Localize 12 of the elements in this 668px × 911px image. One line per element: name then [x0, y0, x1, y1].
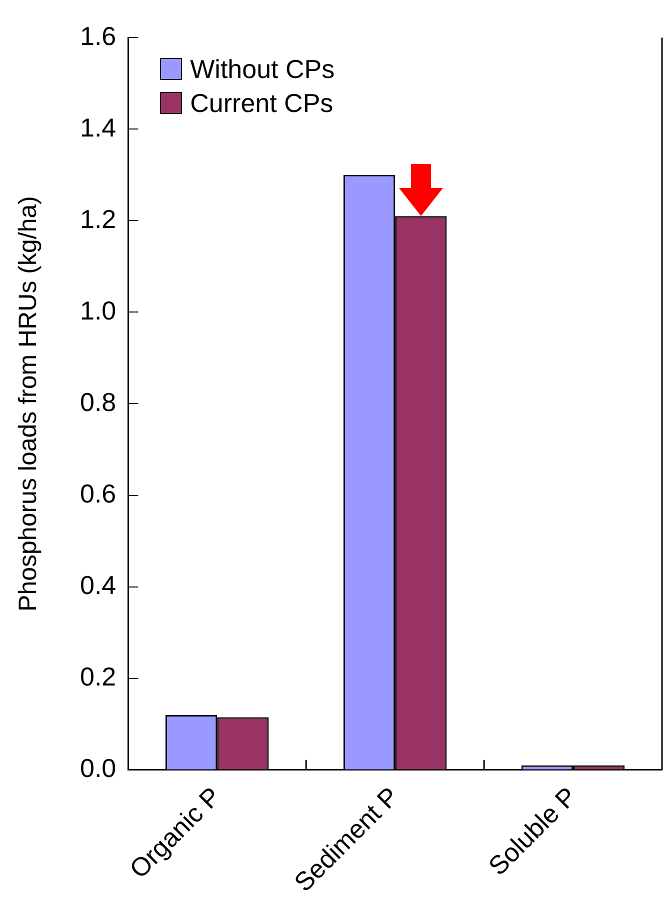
- y-tick-label: 1.2: [80, 204, 116, 234]
- legend-label: Current CPs: [190, 86, 334, 120]
- y-axis-title: Phosphorus loads from HRUs (kg/ha): [14, 196, 42, 612]
- y-tick-label: 1.4: [80, 112, 116, 142]
- legend-label: Without CPs: [190, 52, 335, 86]
- y-tick-label: 0.2: [80, 662, 116, 692]
- y-tick-label: 0.6: [80, 478, 116, 508]
- y-tick-label: 0.0: [80, 753, 116, 784]
- y-tick-label: 0.8: [80, 386, 116, 417]
- y-tick-label: 1.0: [80, 295, 116, 326]
- y-tick-label: 1.6: [80, 20, 116, 51]
- y-tick-label: 0.4: [80, 570, 116, 600]
